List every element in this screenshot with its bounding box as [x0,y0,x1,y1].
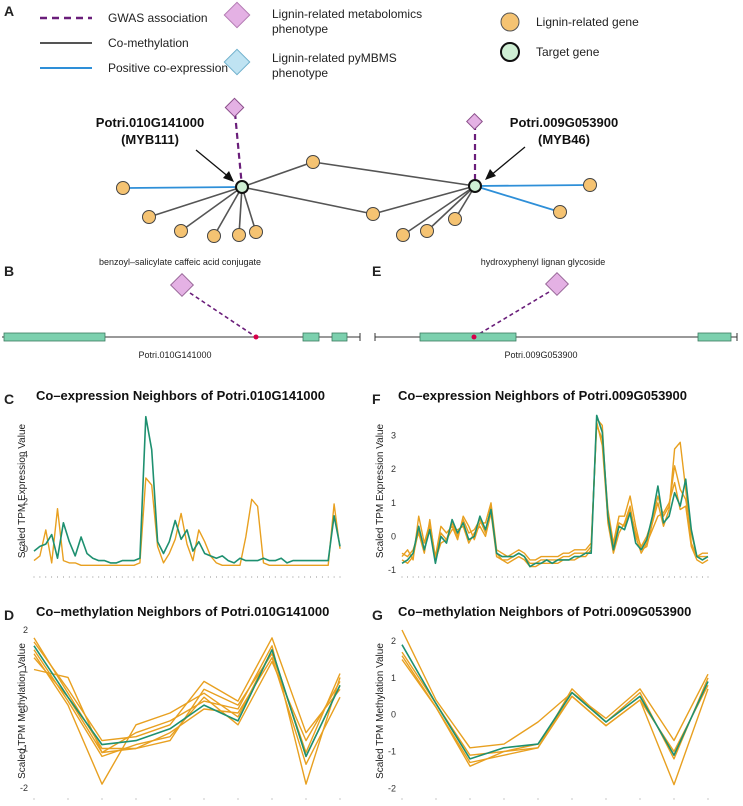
chart-title: Co–methylation Neighbors of Potri.010G14… [36,604,329,619]
panel-label-a: A [4,3,14,19]
chart-coexpr-010g141000: Co–expression Neighbors of Potri.010G141… [17,388,341,578]
y-tick-label: -2 [388,783,396,793]
target-node-2 [468,179,482,193]
series-line-neighbor1 [401,424,708,561]
series-line-neighbor [33,477,341,566]
series-line-Potri.009G053900 [401,644,709,760]
gene1-label-id: Potri.010G141000 [96,115,204,130]
chart-title: Co–expression Neighbors of Potri.009G053… [398,388,687,403]
chart-comethyl-010g141000: Co–methylation Neighbors of Potri.010G14… [17,604,341,800]
legend-coexpr: Positive co-expression [108,61,228,75]
y-tick-label: 2 [23,497,28,507]
lignin-gene-legend-icon [500,12,520,32]
y-tick-label: -1 [388,747,396,757]
target-node-1 [235,180,249,194]
y-tick-label: -2 [20,783,28,793]
gwas2-diamond [544,271,570,297]
series-line-n5 [33,637,341,742]
network [116,97,597,243]
series-line-Potri.010G141000 [33,645,341,758]
y-tick-label: 3 [391,431,396,441]
pymbms-diamond-icon [223,48,251,76]
y-tick-label: 1 [23,665,28,675]
y-tick-label: 0 [23,704,28,714]
legend-lignin-gene: Lignin-related gene [536,15,639,29]
target-gene-legend-icon [500,42,520,62]
y-axis-label: Scaled TPM Expression Value [375,423,386,558]
y-tick-label: 1 [391,498,396,508]
legend-metab-1: Lignin-related metabolomics [272,7,422,21]
panel-label-b: B [4,263,14,279]
gwas2-phenotype: hydroxyphenyl lignan glycoside [481,257,606,267]
legend-pymbms-2: phenotype [272,66,328,80]
y-tick-label: 0 [23,544,28,554]
panel-label-d: D [4,607,14,623]
series-line-n4 [401,655,709,764]
y-axis-label: Scaled TPM Methylation Value [375,643,386,779]
y-tick-label: 4 [23,449,28,459]
gene1-label-myb: (MYB111) [121,132,179,147]
series-line-neighbor3 [401,421,708,564]
series-line-neighbor2 [401,418,709,568]
chart-title: Co–expression Neighbors of Potri.010G141… [36,388,325,403]
gene2-label-myb: (MYB46) [538,132,590,147]
phenotype-diamond-2 [466,113,483,130]
legend-gwas: GWAS association [108,11,208,25]
panel-label-e: E [372,263,381,279]
gene2-label-id: Potri.009G053900 [510,115,618,130]
series-line-n6 [33,657,341,765]
y-tick-label: 0 [391,531,396,541]
panel-label-c: C [4,391,14,407]
legend-comethyl: Co-methylation [108,36,189,50]
y-tick-label: 1 [391,673,396,683]
metab-diamond-icon [223,1,251,29]
series-line-n2 [401,659,709,786]
phenotype-diamond-1 [224,97,245,118]
gwas2-gene: Potri.009G053900 [504,350,577,360]
y-tick-label: 0 [391,710,396,720]
gwas1-diamond [169,272,195,298]
y-tick-label: -1 [388,565,396,575]
series-line-n1 [401,629,709,749]
legend-metab-2: phenotype [272,22,328,36]
panel-label-g: G [372,607,383,623]
y-axis-label: Scaled TPM Methylation Value [17,643,28,779]
chart-comethyl-009g053900: Co–methylation Neighbors of Potri.009G05… [375,604,709,800]
chart-title: Co–methylation Neighbors of Potri.009G05… [398,604,691,619]
legend-pymbms-1: Lignin-related pyMBMS [272,51,397,65]
series-line-Potri.010G141000 [33,415,341,564]
y-tick-label: 2 [391,464,396,474]
y-tick-label: 2 [391,636,396,646]
series-line-n3 [401,651,709,760]
y-axis-label: Scaled TPM Expression Value [17,423,28,558]
panel-label-f: F [372,391,381,407]
chart-coexpr-009g053900: Co–expression Neighbors of Potri.009G053… [375,388,709,578]
series-line-Potri.009G053900 [401,414,709,568]
y-tick-label: -1 [20,744,28,754]
y-tick-label: 2 [23,625,28,635]
gwas1-gene: Potri.010G141000 [138,350,211,360]
legend-target-gene: Target gene [536,45,600,59]
gwas1-phenotype: benzoyl–salicylate caffeic acid conjugat… [99,257,261,267]
